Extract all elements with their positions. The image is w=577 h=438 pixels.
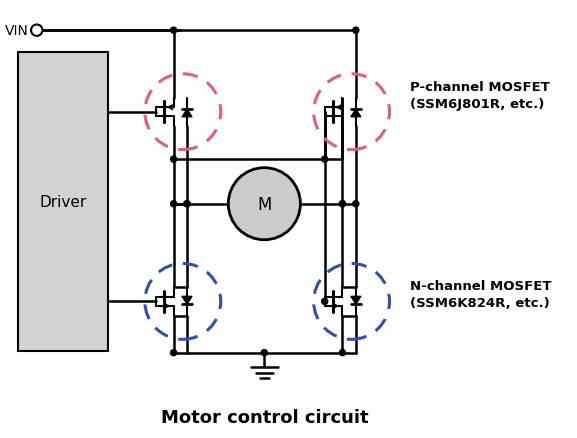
Circle shape [339,201,346,207]
Circle shape [321,299,328,305]
Circle shape [184,201,190,207]
Text: Motor control circuit: Motor control circuit [161,408,369,426]
Circle shape [339,201,346,207]
Circle shape [339,350,346,356]
Circle shape [31,25,43,37]
Circle shape [171,28,177,34]
Circle shape [353,28,359,34]
Polygon shape [351,297,361,304]
Text: N-channel MOSFET
(SSM6K824R, etc.): N-channel MOSFET (SSM6K824R, etc.) [410,279,552,309]
Polygon shape [182,297,192,304]
Circle shape [353,201,359,207]
Circle shape [321,157,328,163]
Text: Driver: Driver [39,194,87,209]
Circle shape [261,350,267,356]
Text: M: M [257,195,272,213]
Text: P-channel MOSFET
(SSM6J801R, etc.): P-channel MOSFET (SSM6J801R, etc.) [410,81,550,110]
Polygon shape [182,110,192,118]
Circle shape [171,157,177,163]
Bar [18,53,108,351]
Text: VIN: VIN [5,24,28,38]
Circle shape [184,201,190,207]
Circle shape [171,201,177,207]
Circle shape [228,168,301,240]
Polygon shape [351,110,361,118]
Circle shape [171,350,177,356]
